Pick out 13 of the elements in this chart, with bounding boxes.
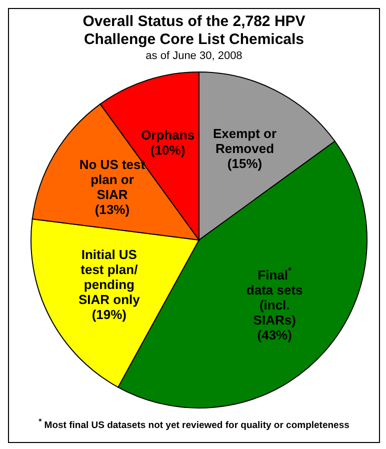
data-label: (15%) — [227, 156, 262, 172]
slice-label: Orphans — [141, 128, 195, 144]
text: $^{*}$ Most final US datasets not yet reviewed for quality or completeness — [38, 417, 350, 432]
slice-label: Initial US test plan/ pending SIAR only — [78, 247, 141, 308]
slice-label: Final$^{*}$ data sets (incl. SIARs) — [246, 266, 303, 328]
slice-label: No US test plan or SIAR — [79, 158, 146, 203]
slice-label: Exempt or Removed — [212, 126, 277, 157]
data-label: (43%) — [257, 328, 292, 344]
data-label: (10%) — [150, 143, 186, 158]
data-label: (13%) — [94, 202, 130, 218]
chart-subtitle: as of June 30, 2008 — [146, 50, 242, 62]
chart-title: Overall Status of the 2,782 HPV Challenge Core List Chemicals — [82, 13, 306, 48]
data-label: (19%) — [92, 307, 127, 322]
